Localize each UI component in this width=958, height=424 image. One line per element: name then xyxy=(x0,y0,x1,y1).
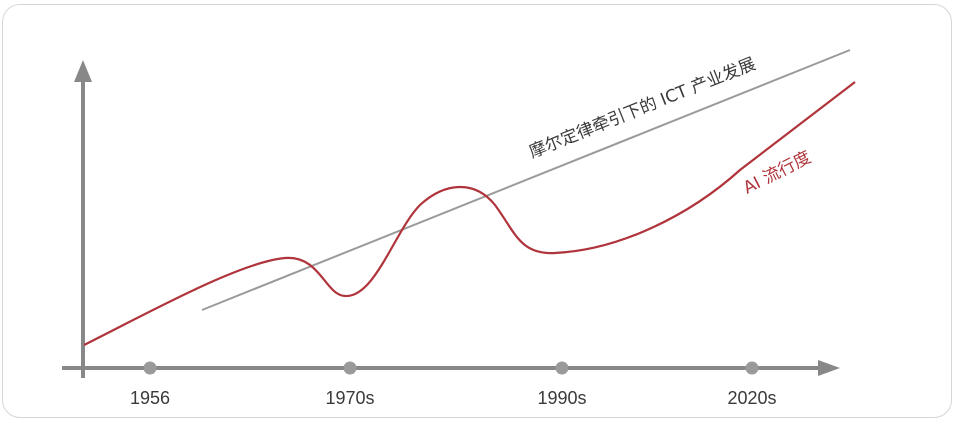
vertical-axis-arrow xyxy=(74,60,92,82)
moore-law-line xyxy=(201,49,851,311)
tick-dot-2020s xyxy=(745,361,759,375)
ai-popularity-label: AI 流行度 xyxy=(740,147,814,198)
ai-popularity-curve xyxy=(83,81,856,346)
tick-label-1970s: 1970s xyxy=(325,388,374,408)
tick-dot-1956 xyxy=(143,361,157,375)
tick-label-2020s: 2020s xyxy=(727,388,776,408)
tick-dot-1970s xyxy=(343,361,357,375)
tick-label-1990s: 1990s xyxy=(537,388,586,408)
horizontal-axis-arrow xyxy=(818,360,840,376)
tick-label-1956: 1956 xyxy=(130,388,170,408)
moore-law-label: 摩尔定律牵引下的 ICT 产业发展 xyxy=(526,54,758,162)
tick-dot-1990s xyxy=(555,361,569,375)
